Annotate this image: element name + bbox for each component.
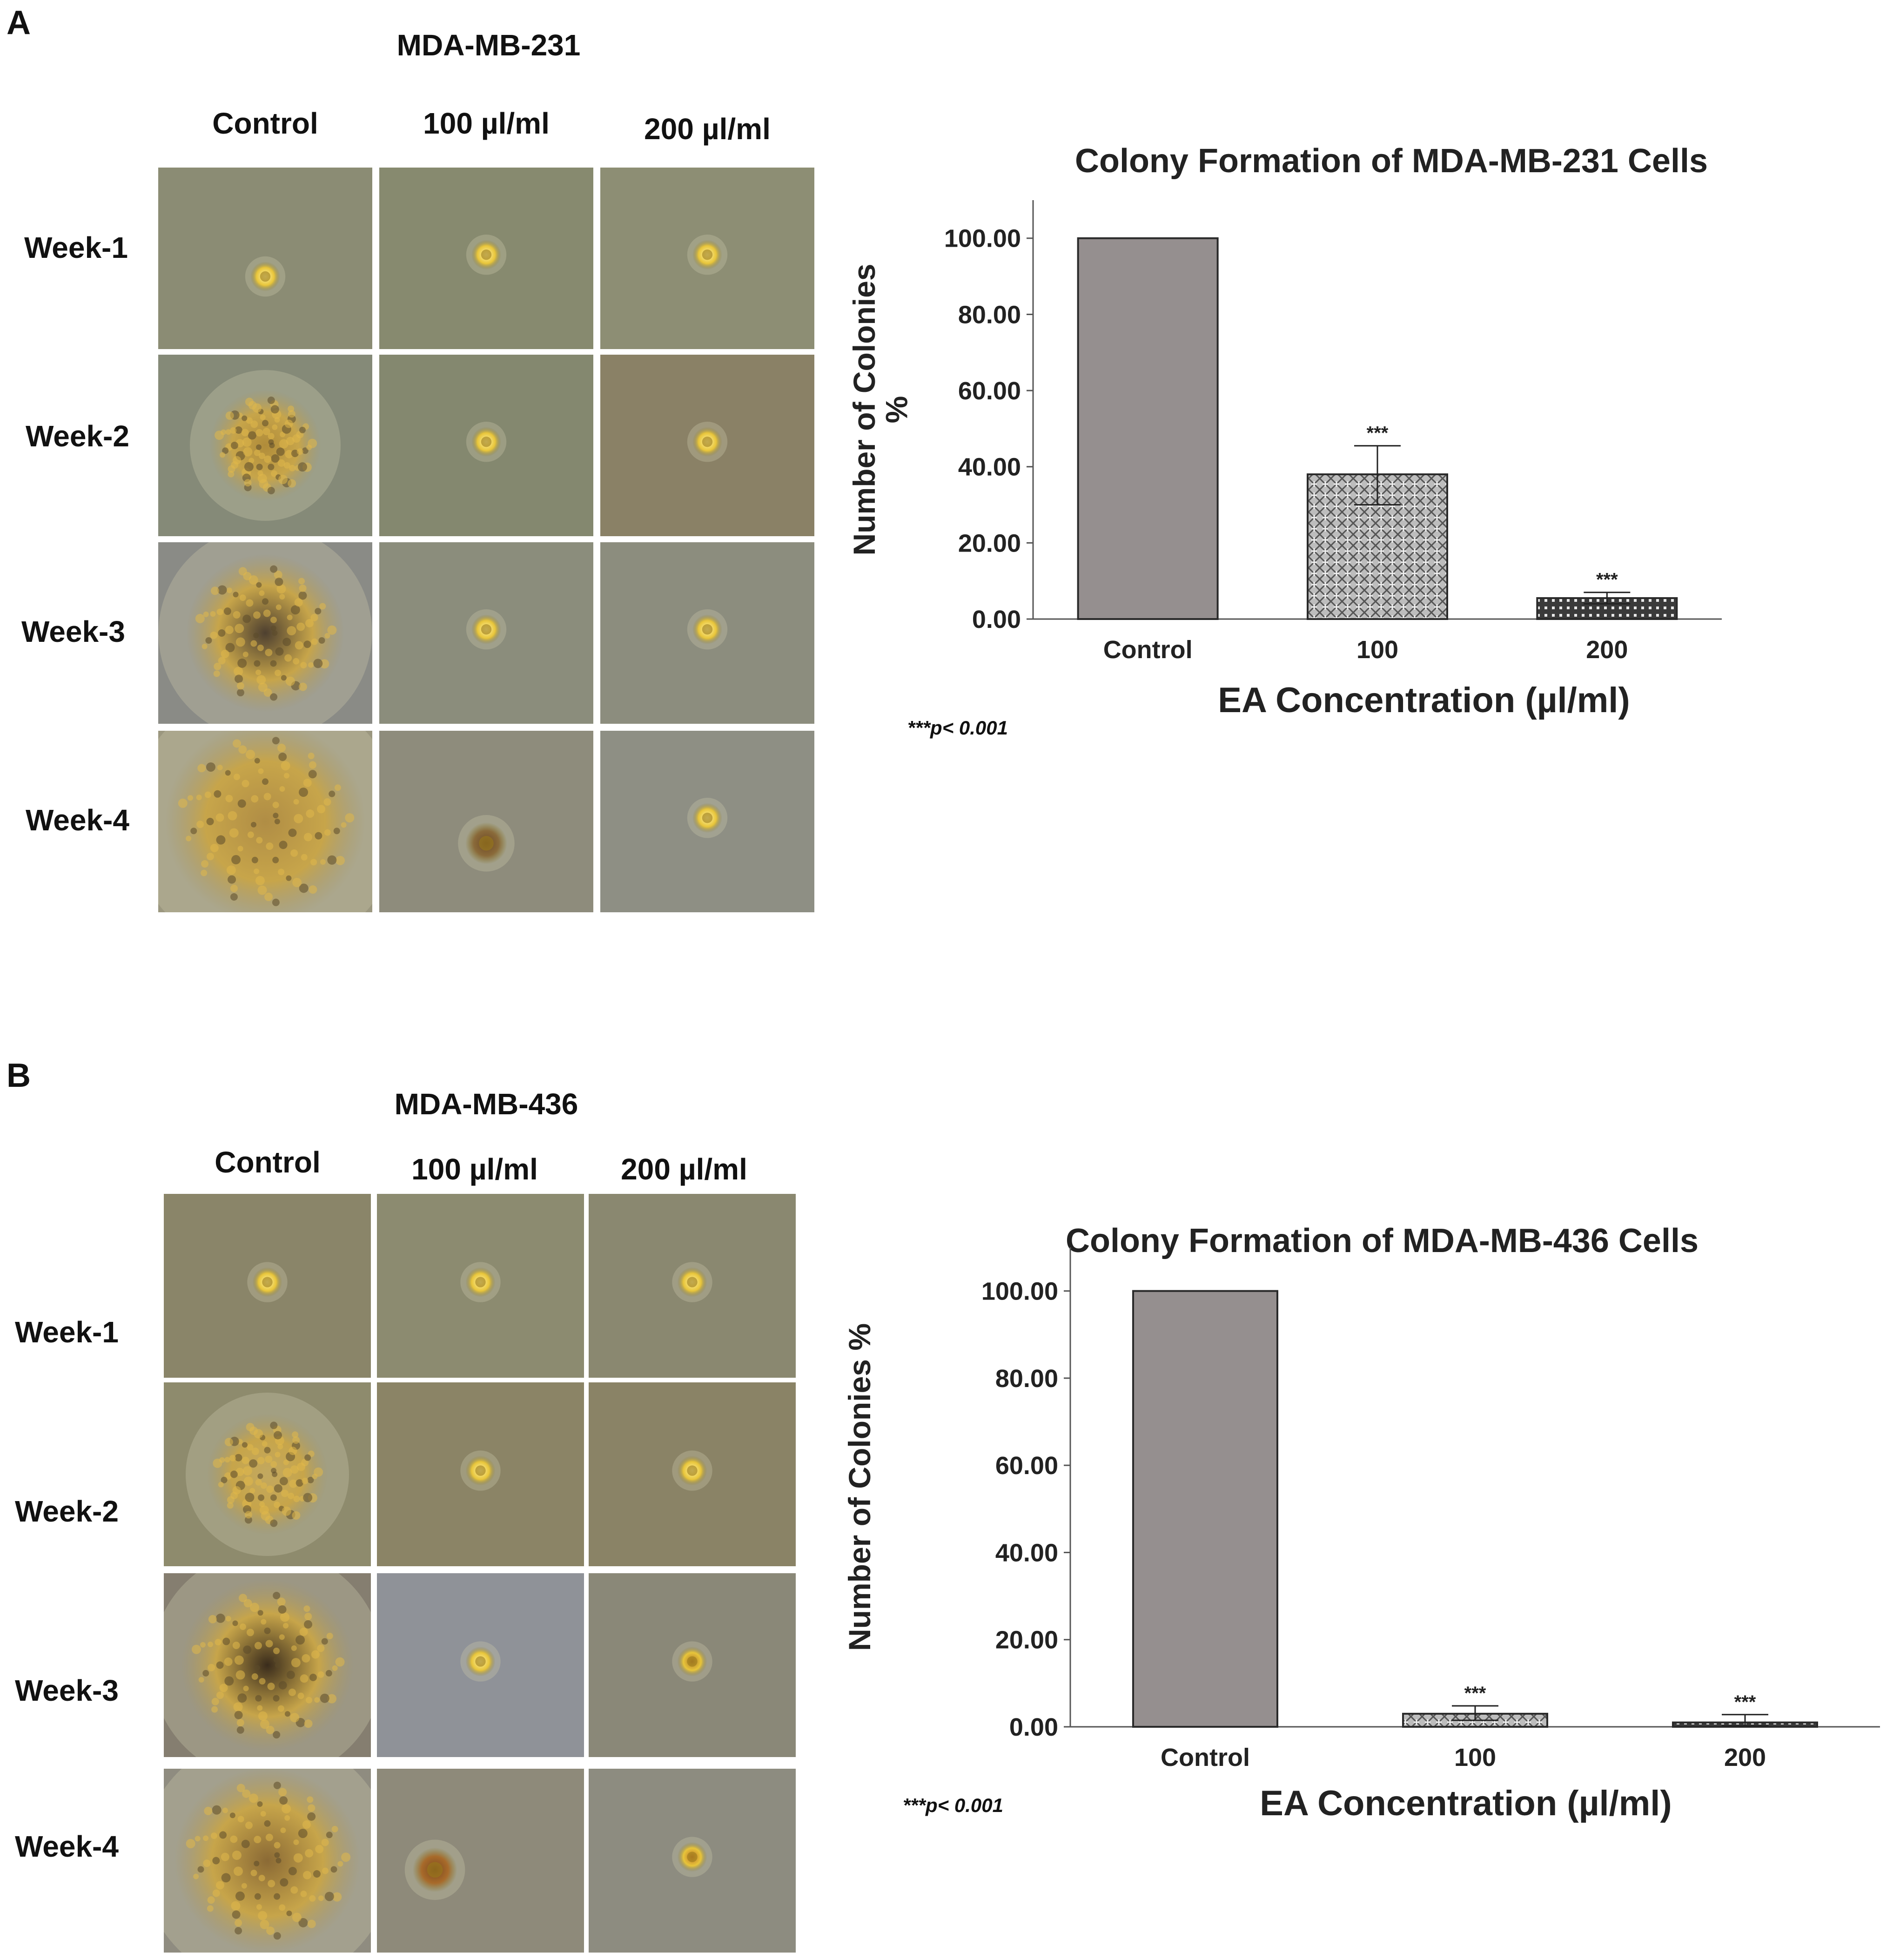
y-tick-label: 0.00 bbox=[972, 606, 1021, 633]
panel-a-micrograph-r3-c2 bbox=[379, 542, 593, 724]
panel-a-col-100: 100 µl/ml bbox=[423, 107, 550, 140]
x-tick-label: 100 bbox=[1356, 636, 1398, 664]
y-tick-label: 40.00 bbox=[958, 453, 1021, 481]
bar-control bbox=[1077, 237, 1219, 620]
chart-title: Colony Formation of MDA-MB-231 Cells bbox=[1075, 142, 1708, 180]
panel-b-micrograph-r2-c2 bbox=[377, 1382, 584, 1566]
panel-b-micrograph-r2-c1 bbox=[164, 1382, 371, 1566]
y-tick-label: 40.00 bbox=[995, 1539, 1058, 1567]
panel-a-row-week4: Week-4 bbox=[26, 803, 129, 837]
panel-a-label: A bbox=[7, 4, 31, 41]
panel-b-row-week4: Week-4 bbox=[15, 1830, 119, 1863]
panel-b-row-week2: Week-2 bbox=[15, 1495, 119, 1528]
panel-b-micrograph-r1-c1 bbox=[164, 1194, 371, 1378]
panel-a-micrograph-r4-c3 bbox=[600, 731, 814, 912]
panel-b-pvalue-note: ***p< 0.001 bbox=[903, 1794, 1003, 1816]
panel-b-row-week3: Week-3 bbox=[15, 1674, 119, 1707]
panel-a-bar-chart: Colony Formation of MDA-MB-231 Cells 0.00… bbox=[847, 142, 1722, 720]
panel-a-col-control: Control bbox=[212, 107, 318, 140]
y-tick-label: 60.00 bbox=[995, 1452, 1058, 1480]
y-axis-label: Number of Colonies % bbox=[842, 1323, 877, 1651]
panel-b-micrograph-r3-c2 bbox=[377, 1573, 584, 1757]
y-axis-label: Number of Colonies% bbox=[847, 263, 913, 555]
bar-control bbox=[1132, 1290, 1278, 1728]
panel-a-micrograph-r1-c3 bbox=[600, 168, 814, 349]
y-tick-label: 20.00 bbox=[995, 1626, 1058, 1654]
y-tick-label: 100.00 bbox=[944, 225, 1021, 253]
panel-b-col-200: 200 µl/ml bbox=[621, 1152, 747, 1186]
panel-a-micrograph-r1-c1 bbox=[158, 168, 372, 349]
panel-b-micrograph-r3-c1 bbox=[164, 1573, 371, 1757]
x-tick-label: Control bbox=[1103, 636, 1193, 664]
panel-b-col-control: Control bbox=[215, 1145, 321, 1179]
significance-marker: *** bbox=[1367, 423, 1389, 444]
panel-b-row-week1: Week-1 bbox=[15, 1315, 119, 1349]
panel-b-bar-chart: Colony Formation of MDA-MB-436 Cells 0.00… bbox=[842, 1222, 1880, 1823]
panel-b-micrograph-r4-c2 bbox=[377, 1769, 584, 1953]
panel-b-micrograph-r2-c3 bbox=[589, 1382, 796, 1566]
panel-a-micrograph-r2-c1 bbox=[158, 355, 372, 536]
panel-b-micrograph-r3-c3 bbox=[589, 1573, 796, 1757]
panel-a-micrograph-r4-c1 bbox=[158, 731, 372, 912]
panel-b-micrograph-r1-c2 bbox=[377, 1194, 584, 1378]
y-tick-label: 60.00 bbox=[958, 377, 1021, 405]
panel-b-col-100: 100 µl/ml bbox=[411, 1152, 538, 1186]
significance-marker: *** bbox=[1464, 1683, 1486, 1704]
chart-title: Colony Formation of MDA-MB-436 Cells bbox=[1066, 1222, 1699, 1260]
x-axis-label: EA Concentration (µl/ml) bbox=[1260, 1784, 1672, 1823]
panel-b-cell-line-title: MDA-MB-436 bbox=[394, 1087, 578, 1121]
panel-a-pvalue-note: ***p< 0.001 bbox=[907, 717, 1008, 739]
x-tick-label: 200 bbox=[1724, 1744, 1766, 1771]
panel-a-micrograph-r3-c3 bbox=[600, 542, 814, 724]
panel-a-micrograph-r2-c2 bbox=[379, 355, 593, 536]
x-tick-label: 200 bbox=[1586, 636, 1628, 664]
y-tick-label: 20.00 bbox=[958, 529, 1021, 557]
y-tick-label: 80.00 bbox=[958, 301, 1021, 329]
panel-a-row-week3: Week-3 bbox=[21, 615, 125, 648]
panel-a-micrograph-r4-c2 bbox=[379, 731, 593, 912]
y-tick-label: 100.00 bbox=[981, 1278, 1058, 1306]
panel-a-micrograph-r2-c3 bbox=[600, 355, 814, 536]
x-tick-label: Control bbox=[1161, 1744, 1250, 1771]
y-tick-label: 80.00 bbox=[995, 1365, 1058, 1393]
x-axis-label: EA Concentration (µl/ml) bbox=[1218, 680, 1630, 720]
panel-b-micrograph-r4-c3 bbox=[589, 1769, 796, 1953]
significance-marker: *** bbox=[1596, 570, 1618, 590]
x-tick-label: 100 bbox=[1454, 1744, 1496, 1771]
panel-a-micrograph-r1-c2 bbox=[379, 168, 593, 349]
panel-b-micrograph-r1-c3 bbox=[589, 1194, 796, 1378]
panel-a-row-week2: Week-2 bbox=[26, 419, 129, 453]
panel-b-label: B bbox=[7, 1057, 31, 1094]
panel-a-cell-line-title: MDA-MB-231 bbox=[396, 28, 581, 62]
panel-a-col-200: 200 µl/ml bbox=[644, 112, 771, 146]
significance-marker: *** bbox=[1734, 1692, 1756, 1712]
panel-a-row-week1: Week-1 bbox=[24, 231, 128, 264]
y-tick-label: 0.00 bbox=[1009, 1713, 1058, 1741]
panel-b-micrograph-r4-c1 bbox=[164, 1769, 371, 1953]
panel-a-micrograph-r3-c1 bbox=[158, 542, 372, 724]
